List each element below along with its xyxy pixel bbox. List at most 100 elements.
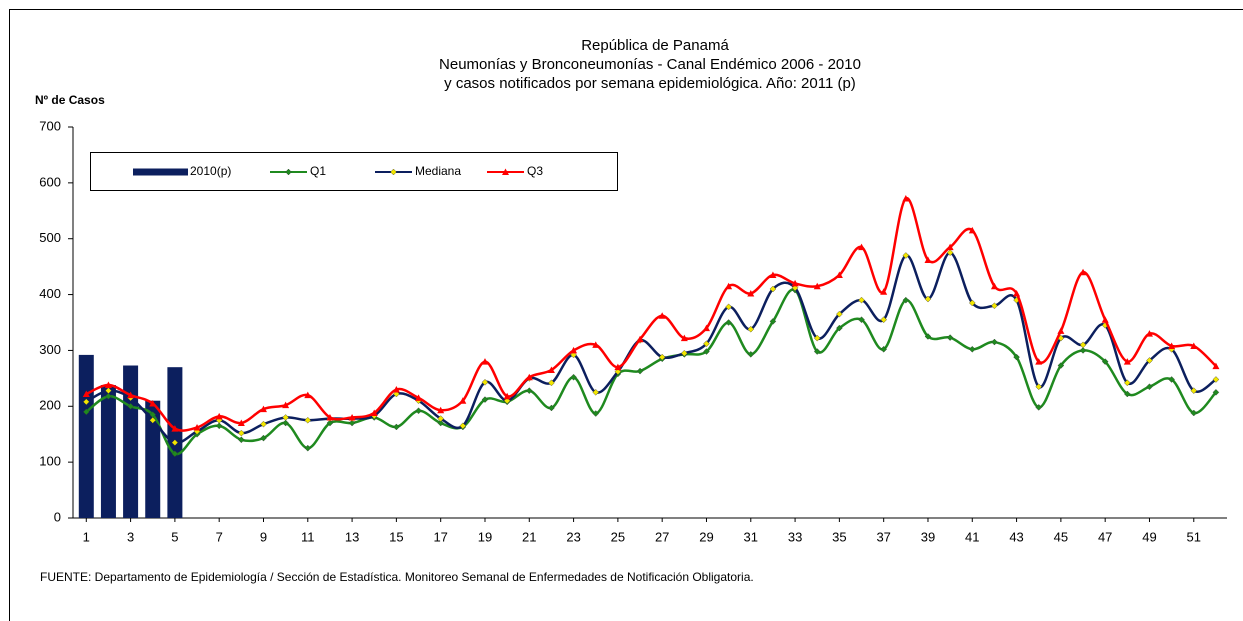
frame xyxy=(9,9,1243,621)
marker xyxy=(392,386,400,393)
marker xyxy=(592,341,600,348)
marker xyxy=(968,299,976,307)
marker xyxy=(1079,347,1087,354)
x-tick-label: 27 xyxy=(655,529,669,544)
marker xyxy=(858,243,866,251)
marker xyxy=(437,415,444,422)
y-tick-label: 700 xyxy=(39,118,61,133)
marker xyxy=(171,439,179,446)
bar xyxy=(100,385,116,518)
marker xyxy=(503,392,511,400)
legend: 2010(p) Q1 Mediana Q3 xyxy=(90,152,618,191)
marker xyxy=(968,226,976,234)
marker xyxy=(902,296,910,304)
marker xyxy=(703,340,710,348)
marker xyxy=(658,312,666,319)
x-tick-label: 19 xyxy=(478,529,492,544)
marker xyxy=(282,401,290,409)
x-tick-label: 51 xyxy=(1187,529,1201,544)
marker xyxy=(1124,390,1131,398)
marker xyxy=(1190,387,1198,394)
marker xyxy=(238,436,245,444)
marker xyxy=(813,348,821,355)
marker xyxy=(348,413,356,421)
x-tick-label: 39 xyxy=(921,529,935,544)
marker xyxy=(437,406,445,414)
marker xyxy=(1212,362,1220,370)
x-tick-label: 33 xyxy=(788,529,802,544)
marker xyxy=(1057,362,1065,369)
marker xyxy=(858,296,865,304)
marker xyxy=(1013,353,1020,361)
marker xyxy=(481,358,489,365)
marker xyxy=(1190,409,1198,417)
x-tick-label: 43 xyxy=(1009,529,1023,544)
y-tick-label: 0 xyxy=(54,509,61,524)
marker xyxy=(547,366,555,373)
x-tick-label: 25 xyxy=(611,529,625,544)
marker xyxy=(282,414,289,421)
x-tick-label: 5 xyxy=(171,529,178,544)
marker xyxy=(370,409,378,416)
x-tick-label: 31 xyxy=(744,529,758,544)
marker xyxy=(902,194,910,202)
x-tick-label: 23 xyxy=(566,529,580,544)
marker xyxy=(1079,268,1087,276)
marker xyxy=(769,318,777,325)
title: Neumonías y Bronconeumonías - Canal Endé… xyxy=(439,56,861,73)
legend-marker xyxy=(285,168,292,176)
marker xyxy=(149,416,157,424)
marker xyxy=(924,295,932,303)
x-tick-label: 7 xyxy=(216,529,223,544)
marker xyxy=(592,389,600,396)
marker xyxy=(813,282,821,290)
marker xyxy=(747,289,755,297)
x-tick-label: 17 xyxy=(433,529,447,544)
marker xyxy=(237,419,245,427)
bar xyxy=(78,354,94,518)
marker xyxy=(127,391,135,399)
marker xyxy=(813,334,821,342)
marker xyxy=(991,302,998,310)
legend-label: 2010(p) xyxy=(190,164,231,178)
legend-label: Q1 xyxy=(310,164,326,178)
legend-marker xyxy=(390,168,397,176)
y-tick-label: 300 xyxy=(39,342,61,357)
marker xyxy=(1168,342,1176,349)
marker xyxy=(215,422,223,430)
x-tick-label: 47 xyxy=(1098,529,1112,544)
marker xyxy=(304,444,312,452)
marker xyxy=(149,399,157,407)
legend-label: Q3 xyxy=(527,164,543,178)
marker xyxy=(459,422,467,430)
y-axis-label: Nº de Casos xyxy=(35,93,105,107)
marker xyxy=(481,378,489,386)
marker xyxy=(526,387,533,394)
marker xyxy=(304,416,312,424)
marker xyxy=(946,334,954,341)
marker xyxy=(525,373,533,381)
marker xyxy=(459,397,467,404)
marker xyxy=(702,324,710,332)
marker xyxy=(991,338,998,346)
marker xyxy=(1145,330,1153,337)
marker xyxy=(592,410,600,417)
x-tick-label: 15 xyxy=(389,529,403,544)
marker xyxy=(614,363,622,371)
marker xyxy=(348,419,356,427)
x-tick-label: 3 xyxy=(127,529,134,544)
marker xyxy=(747,351,755,358)
marker xyxy=(415,394,423,401)
marker xyxy=(127,403,134,410)
marker xyxy=(725,282,733,290)
marker xyxy=(1124,379,1131,387)
marker xyxy=(880,316,887,323)
x-tick-label: 45 xyxy=(1054,529,1068,544)
y-tick-label: 500 xyxy=(39,230,61,245)
marker xyxy=(924,333,932,340)
marker xyxy=(636,335,644,343)
marker xyxy=(570,373,577,381)
bar xyxy=(123,365,139,518)
marker xyxy=(1168,376,1175,383)
marker xyxy=(1079,341,1087,349)
